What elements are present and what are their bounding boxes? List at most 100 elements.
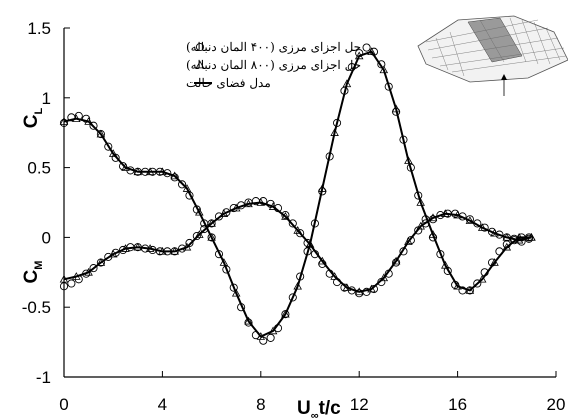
circle-marker xyxy=(259,336,268,345)
triangle-marker xyxy=(145,244,155,252)
circle-marker xyxy=(296,272,305,281)
circle-marker xyxy=(178,180,187,189)
circle-marker xyxy=(333,118,342,127)
triangle-marker xyxy=(133,167,143,176)
triangle-marker xyxy=(330,272,339,280)
triangle-marker xyxy=(72,272,81,280)
circle-marker xyxy=(237,303,246,312)
circle-marker xyxy=(185,238,194,248)
cm-label-sub: M xyxy=(33,261,45,270)
triangle-marker xyxy=(207,232,216,241)
x-axis-label-main: U xyxy=(297,398,311,419)
legend-circle-swatch xyxy=(195,42,205,52)
x-tick-label: 20 xyxy=(547,395,566,414)
circle-marker xyxy=(89,264,98,273)
triangle-marker xyxy=(342,79,352,88)
axes xyxy=(63,28,556,378)
series-4 xyxy=(59,47,536,340)
x-tick-label: 16 xyxy=(448,395,467,414)
cl-label-main: C xyxy=(21,114,42,128)
triangle-marker xyxy=(170,246,179,255)
circle-marker xyxy=(333,278,342,287)
triangle-marker xyxy=(231,203,241,212)
circle-marker xyxy=(325,269,334,278)
x-tick-label: 0 xyxy=(59,395,68,414)
circle-marker xyxy=(406,163,415,172)
circle-marker xyxy=(355,49,364,58)
circle-marker xyxy=(266,333,275,342)
triangle-marker xyxy=(391,104,401,113)
triangle-marker xyxy=(379,273,389,282)
circle-marker xyxy=(428,215,438,224)
circle-marker xyxy=(480,223,489,232)
circle-marker xyxy=(163,169,172,178)
circle-marker xyxy=(214,250,224,259)
triangle-marker xyxy=(121,244,130,252)
circle-marker xyxy=(288,293,297,302)
circle-marker xyxy=(178,244,187,253)
triangle-marker xyxy=(182,242,192,251)
triangle-marker xyxy=(342,283,352,291)
triangle-marker xyxy=(465,216,475,224)
triangle-marker xyxy=(244,199,253,208)
legend: حل اجزای مرزی (۴۰۰ المان دنباله) حل اجزای… xyxy=(186,40,361,90)
circle-marker xyxy=(222,265,231,274)
triangle-marker xyxy=(391,256,401,265)
triangle-marker xyxy=(108,249,118,258)
x-axis-label: U∞t/c xyxy=(297,398,341,419)
legend-label: حل اجزای مرزی (۴۰۰ المان دنباله) xyxy=(186,40,361,54)
triangle-marker xyxy=(465,286,475,294)
circle-marker xyxy=(362,43,371,52)
triangle-marker xyxy=(133,242,143,251)
triangle-marker xyxy=(354,51,364,60)
triangle-marker xyxy=(256,332,266,340)
triangle-marker xyxy=(318,184,327,192)
triangle-marker xyxy=(231,288,241,297)
cl-label-sub: L xyxy=(33,108,45,115)
x-axis-label-rest: t/c xyxy=(319,398,342,419)
triangle-marker xyxy=(428,213,438,222)
triangle-marker xyxy=(367,47,376,56)
triangle-marker xyxy=(404,156,413,164)
y-tick-label: -0.5 xyxy=(22,298,51,317)
circle-marker xyxy=(82,269,91,278)
triangle-marker xyxy=(293,281,302,290)
triangle-marker xyxy=(84,117,93,125)
triangle-marker xyxy=(318,256,327,265)
svg-text:CM: CM xyxy=(21,261,45,284)
legend-item: حل اجزای مرزی (۸۰۰ المان دنباله) xyxy=(186,58,361,72)
y-ticks: 1.5 1 0.5 0 -0.5 -1 xyxy=(22,19,70,387)
circle-marker xyxy=(473,279,482,288)
circle-marker xyxy=(104,142,113,151)
airfoil-wake-mesh-inset xyxy=(417,15,568,96)
y-tick-label: 0 xyxy=(42,228,51,247)
triangle-marker xyxy=(108,149,118,157)
circle-marker xyxy=(487,258,497,267)
triangle-marker xyxy=(256,198,266,206)
circle-marker xyxy=(185,191,194,200)
triangle-marker xyxy=(182,184,192,192)
circle-marker xyxy=(384,82,393,91)
triangle-marker xyxy=(96,258,106,266)
triangle-marker xyxy=(195,207,204,216)
x-ticks: 0 4 8 12 16 20 xyxy=(59,371,565,414)
triangle-marker xyxy=(527,232,536,241)
triangle-marker xyxy=(195,230,204,238)
x-axis-label-sub: ∞ xyxy=(311,410,319,419)
circle-marker xyxy=(458,212,467,221)
x-tick-label: 12 xyxy=(350,395,369,414)
legend-item: مدل فضای حالت xyxy=(186,76,271,90)
triangle-marker xyxy=(367,284,376,293)
legend-triangle-swatch xyxy=(195,60,205,69)
circle-marker xyxy=(325,152,334,161)
series-2 xyxy=(59,43,533,345)
plot-area xyxy=(59,43,536,345)
circle-marker xyxy=(369,47,379,56)
y-tick-label: 1 xyxy=(42,89,51,108)
triangle-marker xyxy=(244,316,253,325)
circle-marker xyxy=(436,250,445,259)
triangle-marker xyxy=(441,260,450,269)
triangle-marker xyxy=(72,114,81,123)
triangle-marker xyxy=(379,65,389,74)
